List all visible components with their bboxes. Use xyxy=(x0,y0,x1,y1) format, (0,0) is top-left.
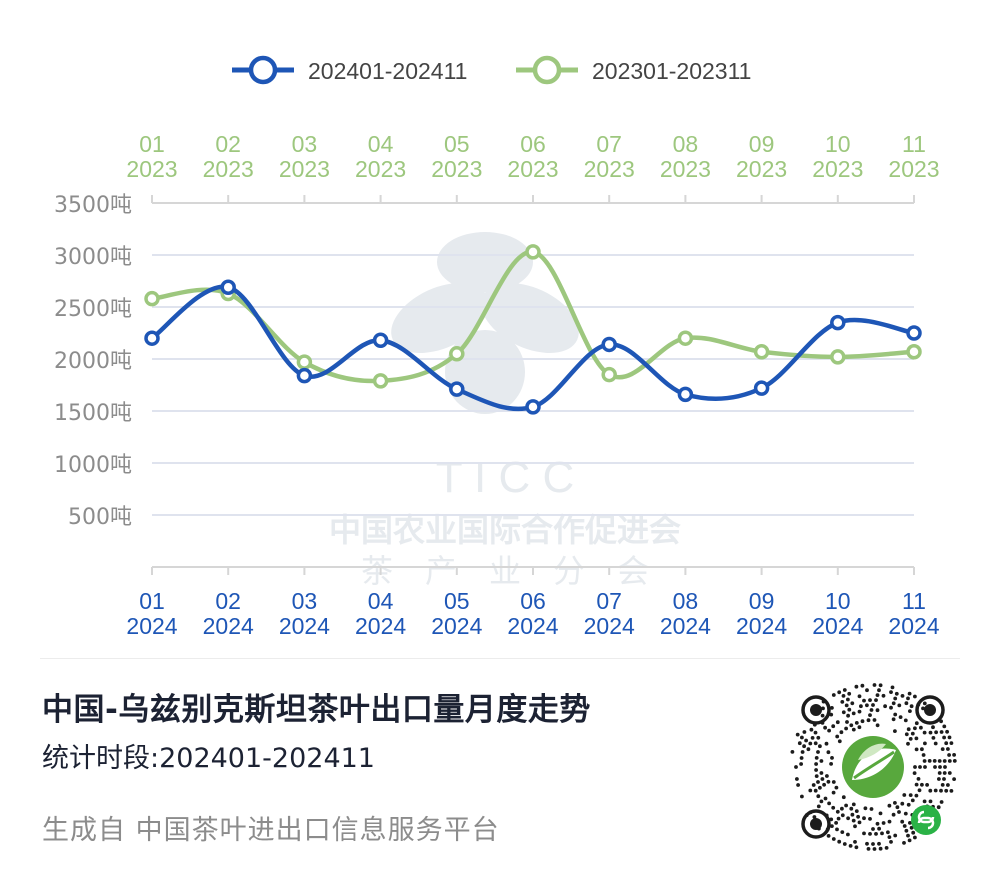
watermark-leaf xyxy=(437,232,533,292)
source-text: 生成自 中国茶叶进出口信息服务平台 xyxy=(42,815,500,846)
x-tick-label-top-month: 07 xyxy=(596,131,622,157)
x-tick-label-bottom-month: 04 xyxy=(368,588,394,614)
data-point xyxy=(372,373,389,389)
x-tick-label-top-month: 01 xyxy=(139,131,165,157)
data-point xyxy=(830,314,846,331)
x-tick-label-bottom-month: 05 xyxy=(444,588,470,614)
x-tick-label-top-month: 02 xyxy=(215,131,241,157)
data-point xyxy=(906,325,922,341)
x-tick-label-top-month: 11 xyxy=(902,131,926,157)
y-tick-label: 3500吨 xyxy=(54,193,132,218)
data-point xyxy=(677,330,694,346)
y-tick-label: 3000吨 xyxy=(54,245,132,270)
x-tick-label-bottom-year: 2024 xyxy=(507,613,558,639)
x-tick-label-bottom-year: 2024 xyxy=(660,613,711,639)
x-tick-label-top-month: 09 xyxy=(749,131,775,157)
x-tick-label-bottom-year: 2024 xyxy=(812,613,863,639)
legend-item[interactable]: 202301-202311 xyxy=(516,55,751,85)
y-tick-label: 1000吨 xyxy=(54,453,132,478)
x-tick-label-bottom-month: 09 xyxy=(749,588,775,614)
x-tick-label-top-year: 2023 xyxy=(660,156,711,182)
x-tick-label-bottom-month: 03 xyxy=(292,588,318,614)
watermark-ticc: T I C C xyxy=(436,453,575,502)
x-tick-label-bottom-year: 2024 xyxy=(736,613,787,639)
x-tick-label-top-month: 03 xyxy=(292,131,318,157)
x-tick-label-bottom-month: 02 xyxy=(215,588,241,614)
x-tick-label-top-year: 2023 xyxy=(126,156,177,182)
legend-label: 202401-202411 xyxy=(308,58,467,84)
watermark-leaf xyxy=(481,283,579,353)
data-point xyxy=(372,332,389,349)
x-tick-label-top-year: 2023 xyxy=(507,156,558,182)
y-tick-label: 2500吨 xyxy=(54,297,132,322)
data-point xyxy=(525,244,541,260)
x-tick-label-top-month: 05 xyxy=(444,131,470,157)
data-point xyxy=(601,336,617,353)
divider xyxy=(40,658,960,659)
chart-subtitle: 统计时段:202401-202411 xyxy=(42,743,375,774)
x-tick-label-top-year: 2023 xyxy=(812,156,863,182)
y-tick-label: 1500吨 xyxy=(54,401,132,426)
data-point xyxy=(525,399,541,415)
data-point xyxy=(906,343,922,360)
x-tick-label-top-month: 04 xyxy=(368,131,394,157)
x-tick-label-top-year: 2023 xyxy=(203,156,254,182)
data-point xyxy=(753,380,770,396)
x-tick-label-bottom-year: 2024 xyxy=(431,613,482,639)
data-point xyxy=(449,346,465,362)
y-tick-label: 500吨 xyxy=(68,505,132,530)
data-point xyxy=(296,354,313,370)
data-point xyxy=(753,343,770,360)
x-tick-label-bottom-month: 07 xyxy=(596,588,622,614)
x-tick-label-bottom-month: 11 xyxy=(902,588,926,614)
x-tick-label-bottom-year: 2024 xyxy=(203,613,254,639)
x-tick-label-bottom-month: 08 xyxy=(673,588,699,614)
data-point xyxy=(144,290,160,307)
x-tick-label-top-year: 2023 xyxy=(431,156,482,182)
legend-label: 202301-202311 xyxy=(592,58,751,84)
x-tick-label-bottom-month: 06 xyxy=(520,588,546,614)
x-tick-label-top-month: 10 xyxy=(825,131,851,157)
x-tick-label-top-year: 2023 xyxy=(888,156,939,182)
x-tick-label-top-year: 2023 xyxy=(584,156,635,182)
x-tick-label-bottom-month: 10 xyxy=(825,588,851,614)
x-tick-label-top-month: 08 xyxy=(673,131,699,157)
x-tick-label-bottom-month: 01 xyxy=(139,588,165,614)
data-point xyxy=(830,349,846,365)
data-point xyxy=(144,330,160,346)
watermark-leaf xyxy=(391,283,489,353)
y-tick-label: 2000吨 xyxy=(54,349,132,374)
data-point xyxy=(601,366,617,383)
data-point xyxy=(220,279,236,295)
data-point xyxy=(296,367,313,384)
x-tick-label-top-month: 06 xyxy=(520,131,546,157)
legend-marker xyxy=(532,55,562,85)
x-tick-label-bottom-year: 2024 xyxy=(584,613,635,639)
x-tick-label-top-year: 2023 xyxy=(279,156,330,182)
watermark-org-name: 中国农业国际合作促进会 xyxy=(329,511,681,549)
x-tick-label-bottom-year: 2024 xyxy=(355,613,406,639)
legend-marker xyxy=(248,55,278,85)
x-tick-label-bottom-year: 2024 xyxy=(126,613,177,639)
x-tick-label-top-year: 2023 xyxy=(355,156,406,182)
data-point xyxy=(449,381,465,397)
legend-item[interactable]: 202401-202411 xyxy=(232,55,467,85)
x-tick-label-bottom-year: 2024 xyxy=(279,613,330,639)
x-tick-label-bottom-year: 2024 xyxy=(888,613,939,639)
data-point xyxy=(677,386,694,403)
mini-program-qr-code-icon[interactable] xyxy=(786,680,960,854)
chart-title: 中国-乌兹别克斯坦茶叶出口量月度走势 xyxy=(42,692,591,728)
x-tick-label-top-year: 2023 xyxy=(736,156,787,182)
watermark-branch-name: 茶 产 业 分 会 xyxy=(361,552,649,590)
